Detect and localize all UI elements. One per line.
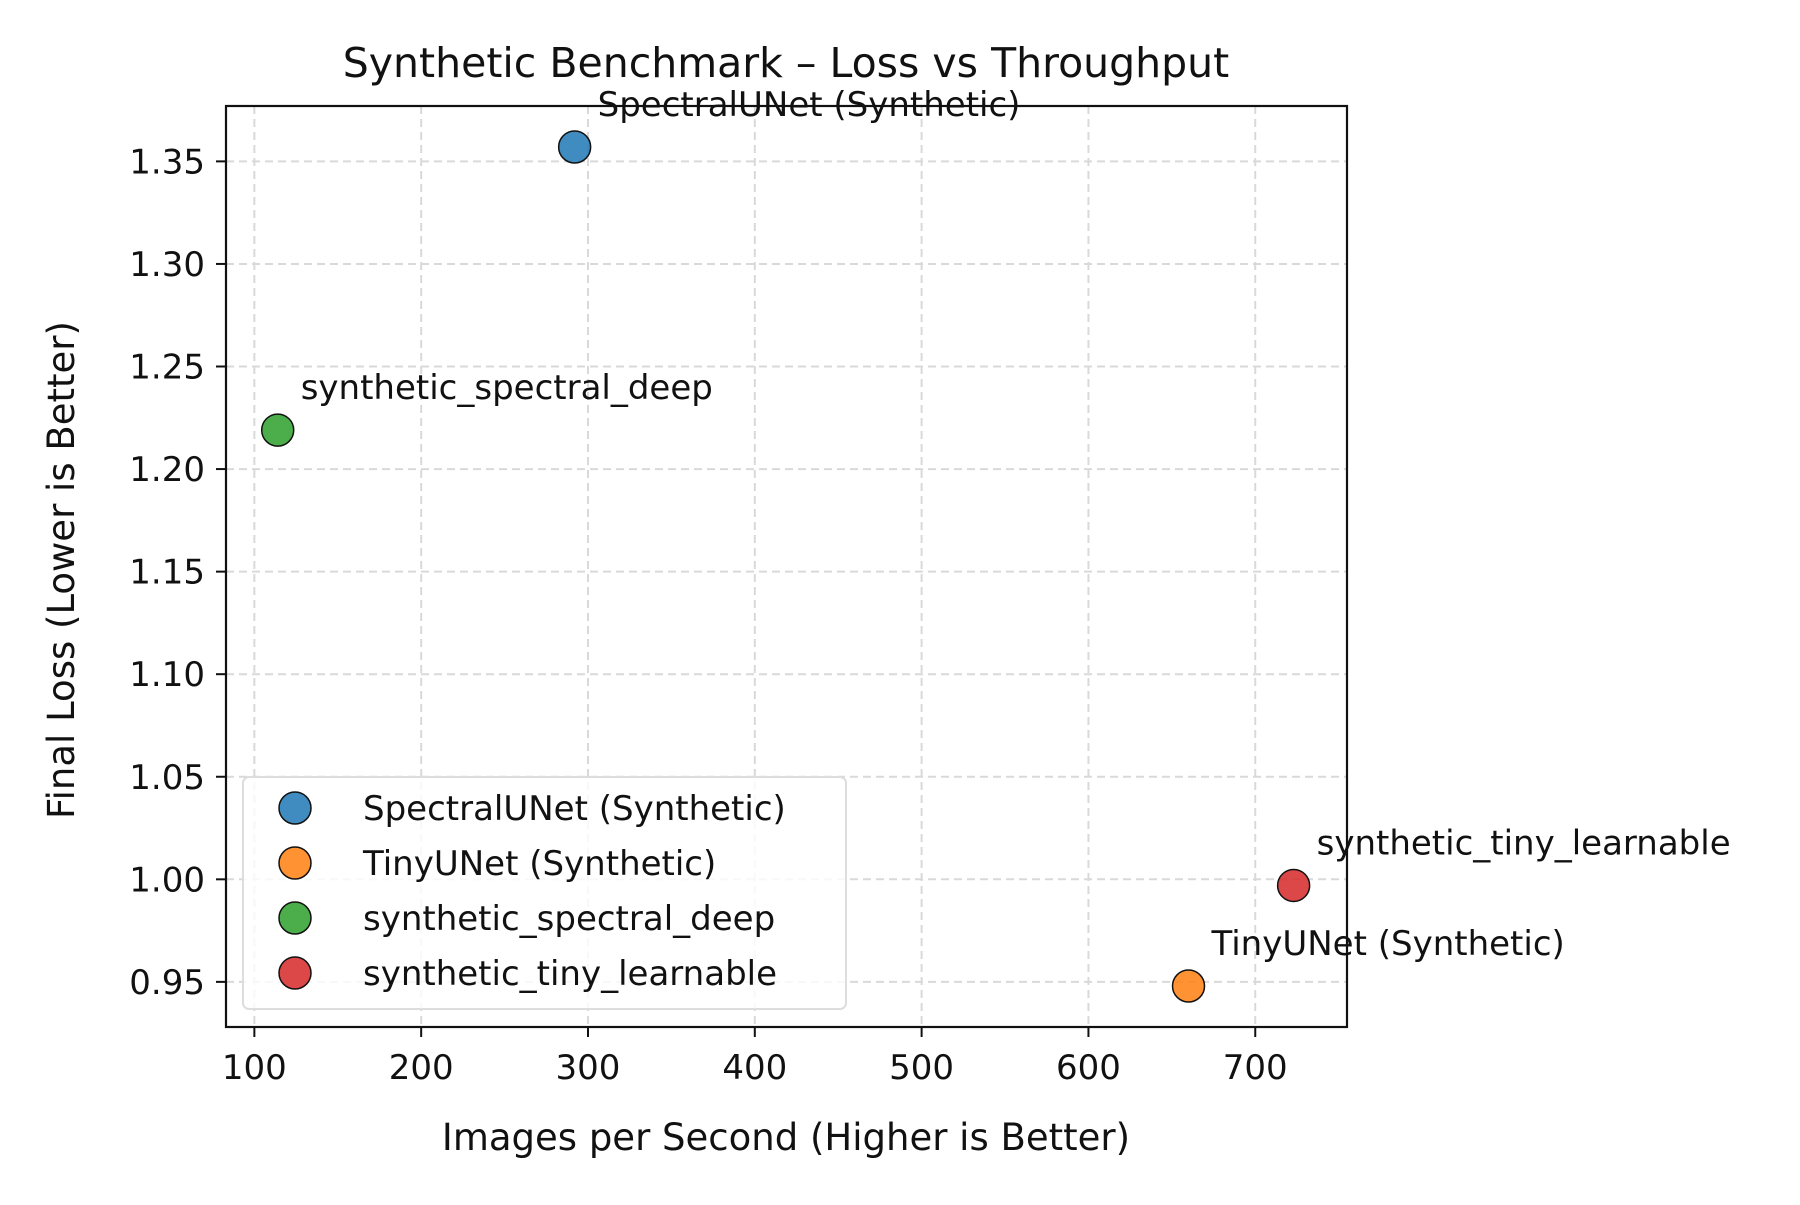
x-tick-label: 100 [222, 1048, 287, 1088]
x-tick-label: 600 [1056, 1048, 1121, 1088]
y-tick-label: 1.05 [129, 758, 205, 798]
y-tick-label: 1.10 [129, 655, 205, 695]
data-point [1171, 969, 1206, 1003]
legend-marker [278, 791, 312, 825]
y-tick-label: 1.00 [129, 860, 205, 900]
point-annotation: synthetic_spectral_deep [301, 368, 713, 408]
y-tick-label: 1.15 [129, 553, 205, 593]
x-axis-label: Images per Second (Higher is Better) [442, 1116, 1130, 1159]
x-tick-label: 400 [722, 1048, 787, 1088]
legend-box [242, 776, 847, 1010]
y-tick-label: 1.35 [129, 142, 205, 182]
x-tick-label: 300 [556, 1048, 621, 1088]
data-point [1276, 868, 1311, 903]
legend-label: synthetic_tiny_learnable [363, 954, 777, 994]
chart-title: Synthetic Benchmark – Loss vs Throughput [343, 39, 1229, 87]
legend-marker [278, 901, 312, 935]
data-point [557, 130, 592, 164]
x-tick-label: 700 [1223, 1048, 1288, 1088]
x-tick-label: 200 [389, 1048, 454, 1088]
plot-frame [224, 104, 1349, 1029]
y-tick-label: 0.95 [129, 963, 205, 1003]
axes: 100 200 300 400 500 600 700 0.95 1.00 1.05 1.10 1.1… [129, 104, 1349, 1088]
point-annotation: SpectralUNet (Synthetic) [598, 85, 1021, 125]
legend-marker [278, 846, 312, 880]
legend-label: SpectralUNet (Synthetic) [363, 789, 786, 829]
point-annotation: synthetic_tiny_learnable [1317, 823, 1731, 863]
point-annotation: TinyUNet (Synthetic) [1211, 924, 1565, 964]
point-annotations: SpectralUNet (Synthetic) TinyUNet (Synthe… [301, 85, 1731, 964]
y-tick-label: 1.25 [129, 348, 205, 388]
data-point [260, 413, 295, 447]
legend-label: synthetic_spectral_deep [363, 899, 775, 939]
legend-label: TinyUNet (Synthetic) [362, 844, 716, 884]
x-tick-label: 500 [889, 1048, 954, 1088]
y-axis-label: Final Loss (Lower is Better) [40, 321, 83, 819]
y-tick-label: 1.20 [129, 450, 205, 490]
legend: SpectralUNet (Synthetic) TinyUNet (Synthe… [242, 776, 847, 1010]
y-tick-label: 1.30 [129, 245, 205, 285]
data-points [260, 130, 1311, 1003]
legend-marker [278, 956, 312, 990]
